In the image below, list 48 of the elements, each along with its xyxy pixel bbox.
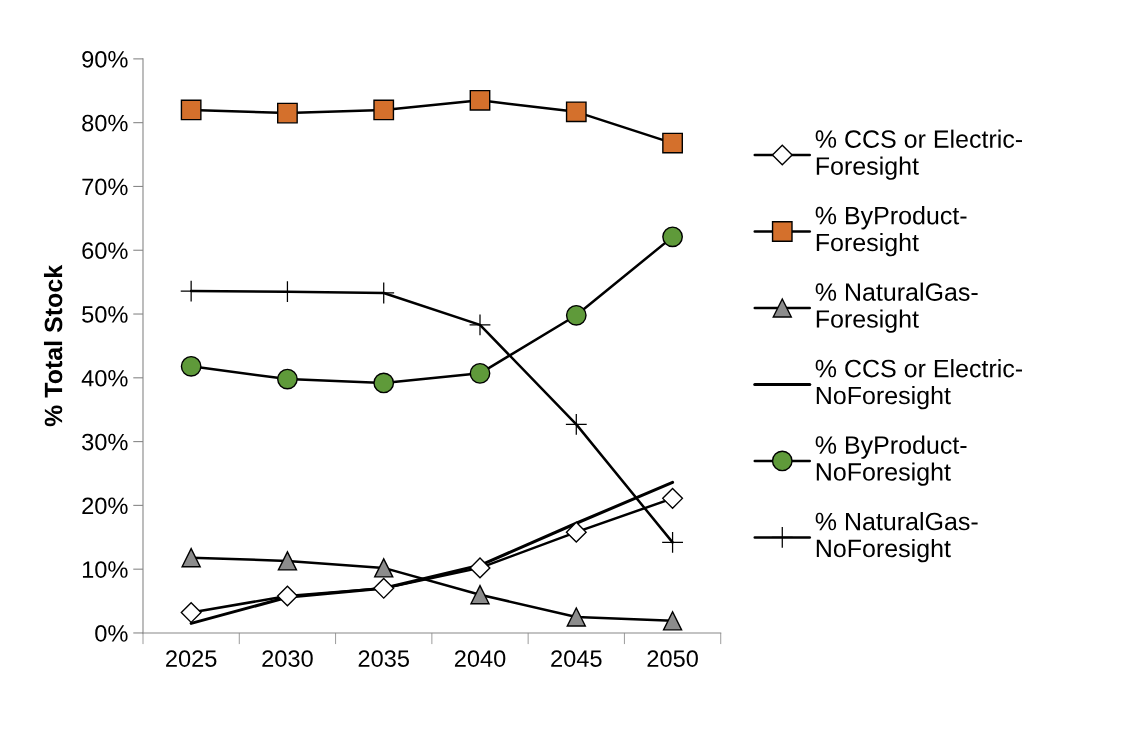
- point: [373, 577, 395, 599]
- point: [566, 607, 587, 627]
- legend-label: % ByProduct- NoForesight: [815, 435, 967, 486]
- point: [565, 521, 587, 543]
- x-tick-label: 2030: [262, 650, 313, 667]
- point: [277, 368, 298, 390]
- point: [469, 314, 491, 336]
- point: [662, 226, 683, 248]
- y-tick-label: 50%: [82, 306, 128, 323]
- y-tick-label: 80%: [82, 114, 128, 132]
- x-tick-label: 2045: [551, 650, 602, 667]
- point: [180, 99, 202, 121]
- y-tick-label: 70%: [82, 178, 128, 196]
- legend-label: % NaturalGas- Foresight: [815, 282, 978, 333]
- y-tick-label: 10%: [82, 561, 128, 578]
- point: [181, 547, 201, 568]
- y-axis-title: % Total Stock: [43, 264, 63, 427]
- y-tick-label: 20%: [82, 497, 128, 515]
- y-tick-label: 30%: [82, 433, 128, 451]
- point: [469, 89, 491, 111]
- point: [565, 101, 587, 123]
- point: [469, 557, 491, 579]
- point: [469, 362, 491, 384]
- x-tick-label: 2040: [454, 650, 506, 667]
- point: [565, 304, 587, 326]
- point: [373, 558, 394, 578]
- x-tick-label: 2050: [647, 650, 698, 667]
- point: [180, 602, 202, 624]
- point: [277, 102, 298, 124]
- x-tick-label: 2025: [166, 650, 217, 667]
- point: [470, 584, 490, 605]
- point: [373, 99, 395, 121]
- legend-label: % NaturalGas- NoForesight: [815, 512, 978, 563]
- legend-label: % CCS or Electric- NoForesight: [815, 359, 1023, 410]
- y-tick-label: 40%: [81, 369, 128, 387]
- legend-label: % ByProduct- Foresight: [815, 206, 967, 257]
- x-tick-label: 2035: [358, 650, 409, 667]
- legend-label: % CCS or Electric- Foresight: [815, 129, 1023, 180]
- point: [662, 487, 684, 509]
- point: [180, 355, 202, 377]
- point: [662, 611, 683, 631]
- point: [277, 551, 298, 571]
- point: [276, 585, 298, 607]
- y-tick-label: 90%: [82, 50, 128, 68]
- y-tick-label: 60%: [82, 242, 128, 260]
- point: [662, 132, 683, 154]
- point: [373, 372, 395, 394]
- y-tick-label: 0%: [95, 625, 128, 642]
